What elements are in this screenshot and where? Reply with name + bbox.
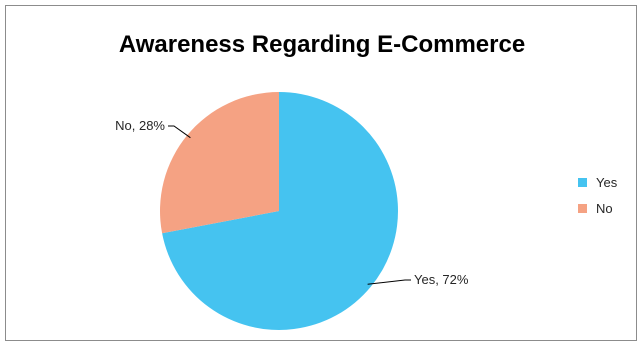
- legend-swatch-yes: [578, 178, 587, 187]
- legend-swatch-no: [578, 204, 587, 213]
- leader-line-yes: [367, 279, 411, 285]
- data-label-yes: Yes, 72%: [414, 272, 469, 287]
- data-labels: Yes, 72% No, 28%: [115, 118, 469, 287]
- pie-slices: [160, 92, 398, 330]
- pie-slice-no: [160, 92, 279, 234]
- legend-label-no: No: [596, 201, 613, 216]
- legend-label-yes: Yes: [596, 175, 618, 190]
- legend: Yes No: [578, 175, 618, 216]
- chart-title: Awareness Regarding E-Commerce: [119, 31, 525, 58]
- data-label-no: No, 28%: [115, 118, 165, 133]
- pie-slice-yes: [162, 92, 398, 330]
- leader-line-no: [168, 125, 191, 139]
